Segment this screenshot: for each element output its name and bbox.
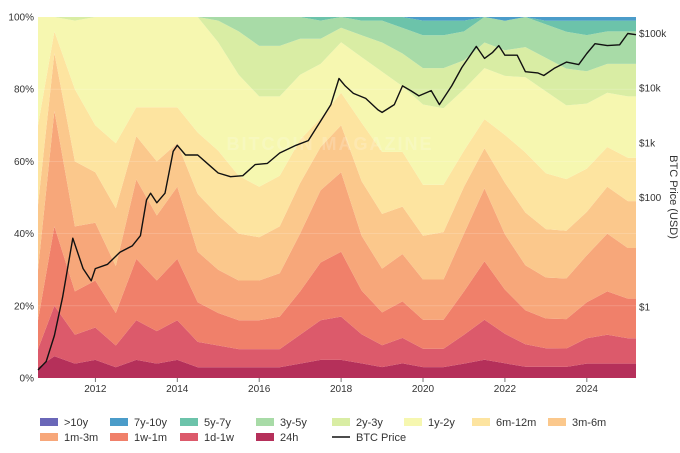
x-tick-label: 2022 <box>494 384 517 395</box>
legend-label: 1y-2y <box>428 417 455 429</box>
left-tick-label: 100% <box>8 13 34 24</box>
legend-swatch <box>40 433 58 441</box>
area-series-6m-12m <box>38 31 636 238</box>
left-tick-label: 80% <box>14 85 34 96</box>
legend-swatch <box>548 418 566 426</box>
legend-label: 1w-1m <box>134 432 167 444</box>
right-tick-label: $1 <box>639 302 651 313</box>
legend-swatch <box>332 418 350 426</box>
left-tick-label: 20% <box>14 301 34 312</box>
right-tick-label: $10k <box>639 84 662 95</box>
legend-swatch <box>180 418 198 426</box>
x-tick-label: 2024 <box>576 384 599 395</box>
area-series-1m-3m <box>38 110 636 321</box>
legend-label: 3m-6m <box>572 417 606 429</box>
legend-label: 1d-1w <box>204 432 234 444</box>
legend-swatch <box>404 418 422 426</box>
right-axis-title: BTC Price (USD) <box>667 155 679 239</box>
area-series-3m-6m <box>38 53 636 281</box>
legend-swatch <box>256 418 274 426</box>
legend-label: 5y-7y <box>204 417 231 429</box>
area-series-3y-5y <box>38 17 636 72</box>
area-series-1w-1m <box>38 226 636 350</box>
legend-label: BTC Price <box>356 432 406 444</box>
area-series-1y-2y <box>38 17 636 187</box>
left-tick-label: 40% <box>14 229 34 240</box>
x-tick-label: 2018 <box>330 384 353 395</box>
right-tick-label: $100 <box>639 193 662 204</box>
legend-label: 6m-12m <box>496 417 536 429</box>
x-tick-label: 2014 <box>166 384 189 395</box>
left-tick-label: 60% <box>14 157 34 168</box>
legend-swatch <box>40 418 58 426</box>
legend-label: 24h <box>280 432 298 444</box>
gridlines <box>38 88 636 307</box>
legend-swatch <box>110 418 128 426</box>
legend-swatch <box>110 433 128 441</box>
watermark: BITCOIN MAGAZINE <box>227 134 434 154</box>
left-tick-label: 0% <box>20 374 35 385</box>
left-axis: 0% 20% 40% 60% 80% 100% <box>8 13 34 385</box>
legend-label: 7y-10y <box>134 417 168 429</box>
area-series-1d-1w <box>38 305 636 368</box>
area-series-7y-10y <box>38 17 636 21</box>
right-axis: $1 $100 $1k $10k $100k <box>639 29 667 313</box>
area-series-group <box>38 17 636 378</box>
right-tick-label: $100k <box>639 29 667 40</box>
right-tick-label: $1k <box>639 138 656 149</box>
x-axis: 2012 2014 2016 2018 2020 2022 2024 <box>84 378 598 395</box>
area-series-2y-3y <box>38 17 636 109</box>
legend-label: 2y-3y <box>356 417 383 429</box>
legend-label: 1m-3m <box>64 432 98 444</box>
legend-swatch <box>472 418 490 426</box>
legend-label: 3y-5y <box>280 417 307 429</box>
legend: >10y 7y-10y 5y-7y 3y-5y 2y-3y 1y-2y 6m-12m 3m-6… <box>40 417 606 444</box>
x-tick-label: 2012 <box>84 384 107 395</box>
btc-price-line <box>37 32 637 371</box>
area-series-24h <box>38 356 636 378</box>
x-tick-label: 2016 <box>248 384 271 395</box>
legend-label: >10y <box>64 417 89 429</box>
legend-swatch <box>256 433 274 441</box>
legend-swatch <box>180 433 198 441</box>
x-tick-label: 2020 <box>412 384 435 395</box>
